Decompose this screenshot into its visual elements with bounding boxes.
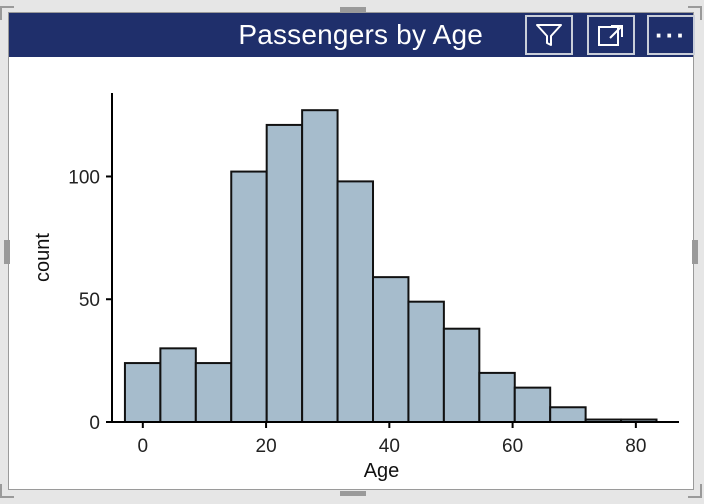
visual-container[interactable]: Passengers by Age ··· 0 20 40 60 80 0 50 100 Age… [8, 12, 695, 490]
histogram-bar-12 [549, 406, 587, 423]
histogram-bar-8 [407, 300, 445, 423]
resize-handle-bottom[interactable] [340, 491, 366, 496]
histogram-chart: 0 20 40 60 80 0 50 100 Age count [32, 93, 679, 482]
histogram-bar-3 [230, 170, 268, 423]
resize-handle-bottom-left[interactable] [0, 484, 14, 498]
focus-mode-button[interactable] [587, 15, 635, 55]
resize-handle-right[interactable] [692, 240, 698, 264]
histogram-bar-0 [123, 362, 162, 424]
histogram-bar-9 [442, 327, 481, 424]
x-tick-label: 60 [502, 436, 523, 457]
more-options-icon: ··· [655, 19, 687, 50]
histogram-bar-10 [478, 371, 516, 423]
resize-handle-top[interactable] [340, 7, 366, 13]
histogram-bar-4 [265, 123, 304, 423]
x-tick-label: 40 [379, 436, 400, 457]
histogram-bar-11 [513, 386, 552, 424]
focus-mode-icon [598, 25, 623, 46]
y-axis-title: count [32, 233, 54, 282]
histogram-bar-6 [336, 180, 375, 423]
resize-handle-top-left[interactable] [0, 6, 14, 20]
x-axis-title: Age [364, 460, 400, 482]
resize-handle-top-right[interactable] [688, 6, 702, 20]
y-tick-label: 0 [89, 413, 100, 434]
filter-icon [536, 24, 562, 46]
x-tick-label: 0 [138, 436, 149, 457]
resize-handle-left[interactable] [4, 240, 10, 264]
histogram-bar-5 [301, 109, 339, 423]
resize-handle-bottom-right[interactable] [688, 484, 702, 498]
y-tick-label: 100 [68, 167, 100, 188]
histogram-bar-7 [372, 276, 410, 423]
x-tick-label: 20 [256, 436, 277, 457]
more-options-button[interactable]: ··· [647, 15, 695, 55]
filter-button[interactable] [525, 15, 573, 55]
histogram-bar-1 [159, 347, 197, 423]
visual-title: Passengers by Age [238, 19, 483, 50]
histogram-bar-2 [194, 362, 233, 424]
y-tick-label: 50 [79, 290, 100, 311]
visual-header: Passengers by Age ··· [9, 13, 695, 57]
chart-area: 0 20 40 60 80 0 50 100 Age count [9, 57, 693, 489]
x-tick-label: 80 [625, 436, 646, 457]
